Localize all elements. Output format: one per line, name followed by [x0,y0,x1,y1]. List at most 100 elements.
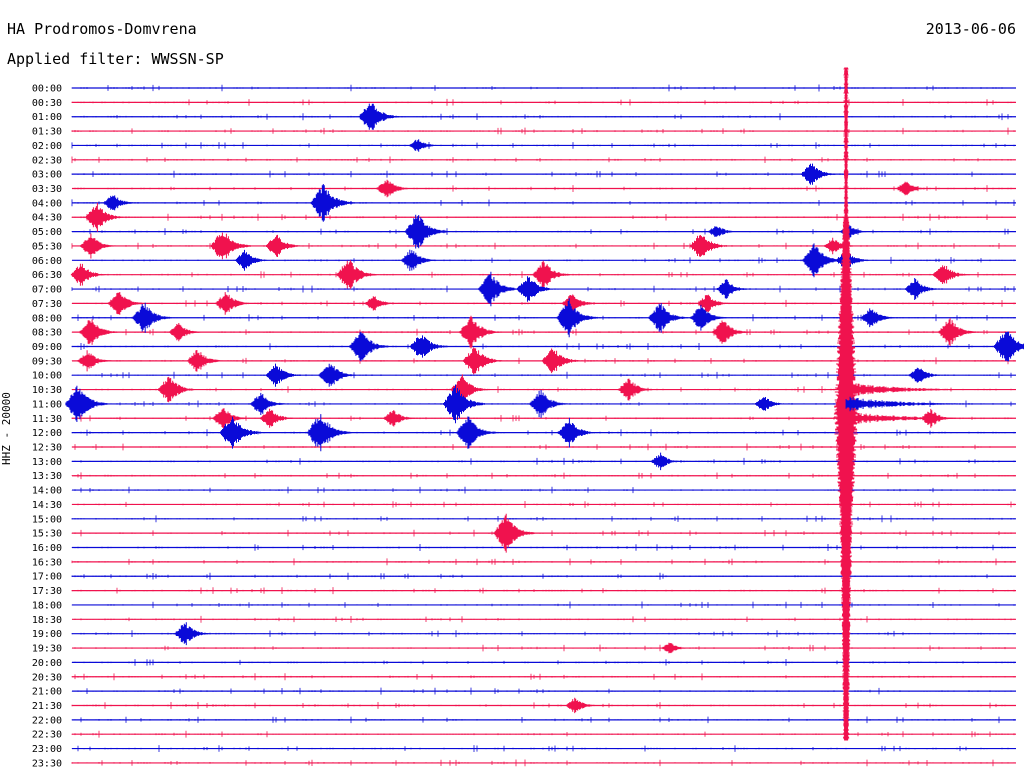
trace-noise [71,587,1015,595]
quake-burst [103,195,136,211]
quake-burst [459,315,500,349]
row-label: 19:30 [32,644,62,655]
row-label: 11:00 [32,399,62,410]
quake-burst [158,376,196,403]
row-label: 15:30 [32,529,62,540]
quake-burst [938,318,976,346]
trace-noise [71,702,1015,709]
quake-burst [556,298,598,338]
trace-noise [71,228,1015,235]
trace-noise [71,572,1015,580]
row-label: 15:00 [32,514,62,525]
row-label: 17:00 [32,572,62,583]
trace-noise [71,457,1015,465]
quake-burst [77,350,111,372]
quake-burst [169,323,202,342]
quake-burst [132,302,172,333]
row-labels: 00:00 00:30 01:00 01:30 02:00 02:30 03:00 03:30… [32,84,62,770]
trace-noise [71,429,1015,437]
trace-noise [71,515,1015,523]
quake-burst [905,278,939,300]
quake-burst [215,292,251,315]
quake-burst [405,214,448,249]
traces [65,67,1024,767]
trace-noise [71,673,1015,681]
quake-burst [517,276,554,302]
trace-noise [71,213,1015,221]
row-label: 11:30 [32,414,62,425]
quake-burst [410,335,447,358]
teleseism-coda [845,396,956,412]
quake-burst [235,249,268,271]
trace-noise [71,142,1015,149]
trace-noise [71,486,1015,494]
quake-burst [318,363,356,387]
filter-label: Applied filter: WWSSN-SP [7,50,224,68]
quake-burst [210,232,251,260]
trace-noise [71,343,1012,350]
trace-noise [71,529,1015,537]
quake-burst [409,139,440,152]
row-label: 10:00 [32,371,62,382]
quake-burst [896,181,928,196]
quake-burst [690,235,727,257]
row-label: 13:00 [32,457,62,468]
quake-burst [651,452,683,471]
trace-noise [71,156,1015,164]
teleseism-coda [845,383,956,396]
trace-noise [71,371,1015,379]
quake-burst [174,622,210,646]
row-label: 12:30 [32,443,62,454]
row-label: 00:00 [32,84,62,95]
row-label: 16:00 [32,543,62,554]
quake-burst [187,350,223,372]
station-title: HA Prodromos-Domvrena [7,20,197,38]
quake-burst [801,163,836,185]
row-label: 10:30 [32,385,62,396]
quake-burst [557,417,595,448]
quake-burst [493,513,535,553]
row-label: 19:00 [32,629,62,640]
quake-burst [908,367,941,383]
quake-burst [542,348,580,374]
quake-burst [443,384,485,424]
quake-burst [463,347,503,375]
quake-burst [70,263,106,286]
trace-noise [71,199,1015,207]
trace-noise [71,644,1015,652]
quake-burst [376,179,410,198]
row-label: 02:00 [32,141,62,152]
quake-burst [708,226,739,237]
row-label: 16:30 [32,557,62,568]
row-label: 13:30 [32,471,62,482]
quake-burst [250,392,286,415]
row-label: 14:30 [32,500,62,511]
quake-burst [108,292,145,315]
row-label: 04:00 [32,198,62,209]
quake-burst [336,260,377,290]
row-label: 00:30 [32,98,62,109]
quake-burst [529,390,567,418]
row-label: 03:00 [32,170,62,181]
row-label: 09:30 [32,356,62,367]
row-label: 20:30 [32,672,62,683]
trace-noise [71,659,1015,666]
quake-burst [933,265,969,284]
quake-burst [220,416,261,449]
quake-burst [690,304,727,331]
quake-burst [994,331,1024,362]
quake-burst [401,249,437,271]
trace-noise [71,127,1015,135]
quake-burst [307,414,352,452]
row-label: 14:00 [32,486,62,497]
row-label: 17:30 [32,586,62,597]
row-label: 01:00 [32,112,62,123]
trace-noise [71,759,1015,767]
trace-noise [71,328,1015,336]
quake-burst [716,279,749,299]
quake-burst [85,202,123,232]
quake-burst [861,308,895,328]
quake-burst [79,319,117,345]
quake-burst [836,249,869,271]
quake-burst [80,233,116,259]
